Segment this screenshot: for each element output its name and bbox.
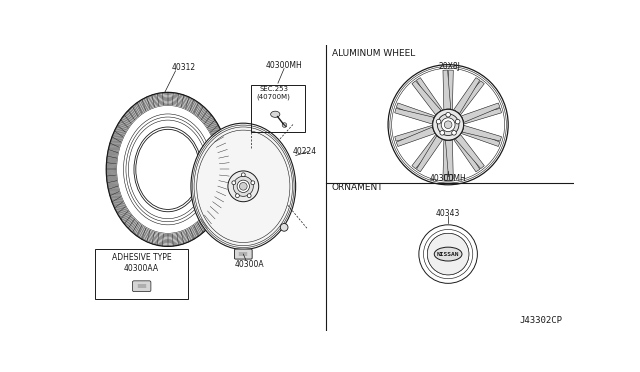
Text: 20X8J: 20X8J	[439, 62, 461, 71]
Circle shape	[440, 131, 445, 135]
Text: ADHESIVE TYPE: ADHESIVE TYPE	[112, 253, 172, 262]
Circle shape	[455, 119, 460, 124]
Circle shape	[239, 183, 247, 190]
Text: 40300MH: 40300MH	[266, 61, 303, 70]
Polygon shape	[443, 70, 451, 109]
FancyBboxPatch shape	[444, 174, 452, 180]
Text: NISSAN: NISSAN	[437, 251, 460, 257]
Text: 40343: 40343	[436, 209, 460, 218]
Circle shape	[441, 118, 455, 132]
Polygon shape	[455, 81, 484, 115]
Circle shape	[282, 123, 287, 127]
Circle shape	[428, 233, 469, 275]
Polygon shape	[417, 78, 442, 113]
Polygon shape	[396, 127, 435, 147]
Text: 40312: 40312	[171, 63, 195, 72]
Circle shape	[452, 131, 456, 135]
Circle shape	[280, 224, 288, 231]
Polygon shape	[454, 78, 480, 113]
Circle shape	[251, 181, 255, 185]
Polygon shape	[455, 135, 484, 169]
Text: ORNAMENT: ORNAMENT	[332, 183, 383, 192]
FancyBboxPatch shape	[234, 249, 252, 259]
Polygon shape	[454, 136, 480, 172]
Polygon shape	[462, 108, 502, 124]
Polygon shape	[445, 140, 453, 179]
Ellipse shape	[271, 111, 280, 117]
Ellipse shape	[435, 247, 462, 261]
Text: J43302CP: J43302CP	[520, 316, 563, 325]
Circle shape	[228, 171, 259, 202]
Text: 40300MH: 40300MH	[429, 174, 467, 183]
Circle shape	[436, 119, 441, 124]
Polygon shape	[445, 70, 453, 109]
FancyBboxPatch shape	[132, 281, 151, 292]
Text: 40224: 40224	[293, 147, 317, 156]
Polygon shape	[461, 103, 500, 122]
Circle shape	[247, 194, 251, 198]
Polygon shape	[412, 81, 441, 115]
Circle shape	[236, 194, 239, 198]
Circle shape	[446, 112, 451, 117]
Text: SEC.253
(40700M): SEC.253 (40700M)	[257, 86, 291, 100]
Circle shape	[444, 121, 452, 129]
Text: 40300AA: 40300AA	[124, 264, 159, 273]
Polygon shape	[412, 135, 441, 169]
Circle shape	[234, 176, 253, 196]
Text: ALUMINUM WHEEL: ALUMINUM WHEEL	[332, 49, 415, 58]
Circle shape	[232, 181, 236, 185]
Ellipse shape	[191, 123, 296, 250]
Polygon shape	[395, 125, 434, 141]
Polygon shape	[396, 103, 435, 122]
Circle shape	[437, 114, 459, 135]
Text: 40300A: 40300A	[235, 260, 264, 269]
Polygon shape	[461, 127, 500, 147]
Circle shape	[237, 180, 250, 192]
Polygon shape	[395, 108, 434, 124]
Polygon shape	[417, 136, 442, 172]
Polygon shape	[462, 125, 502, 141]
Circle shape	[388, 65, 508, 185]
Circle shape	[433, 109, 463, 140]
Polygon shape	[443, 140, 451, 179]
Circle shape	[241, 173, 245, 177]
